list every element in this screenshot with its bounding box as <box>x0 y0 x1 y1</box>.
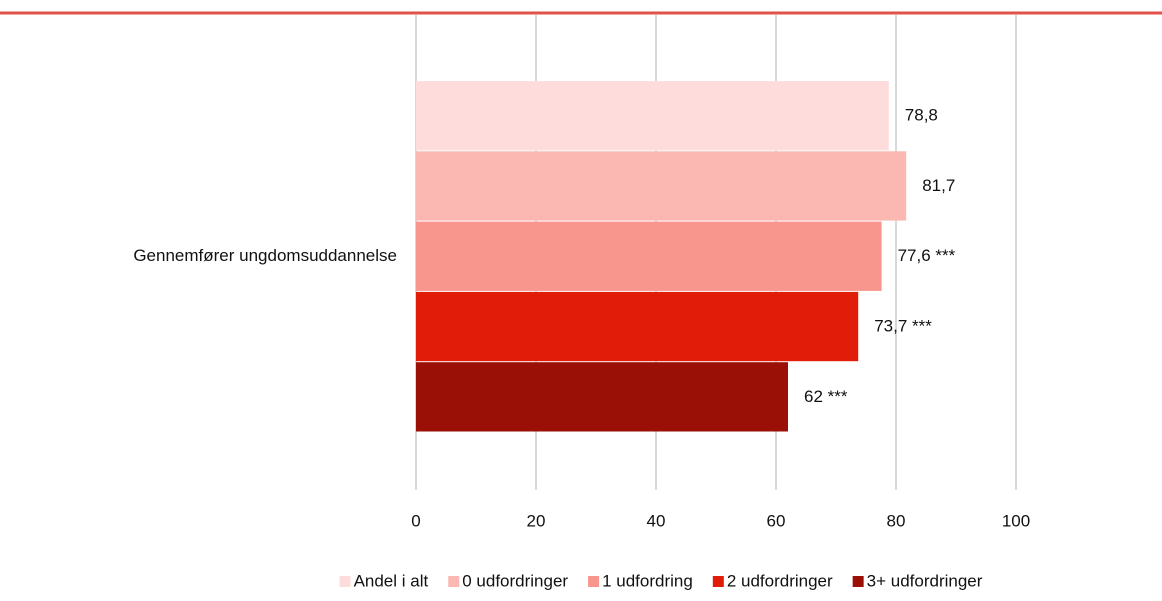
x-tick-label: 80 <box>887 511 906 530</box>
bar <box>416 81 889 151</box>
value-label: 78,8 <box>905 106 938 125</box>
bar <box>416 291 859 362</box>
value-label: 77,6 *** <box>898 246 956 265</box>
legend-swatch <box>852 576 864 587</box>
value-label: 73,7 *** <box>874 317 932 336</box>
legend-label: 1 udfordring <box>602 571 693 590</box>
legend-label: 2 udfordringer <box>727 571 833 590</box>
legend-label: 0 udfordringer <box>462 571 568 590</box>
x-tick-label: 40 <box>647 511 666 530</box>
x-tick-label: 0 <box>411 511 420 530</box>
value-label: 62 *** <box>804 387 848 406</box>
bar <box>416 151 907 221</box>
legend-swatch <box>712 576 724 587</box>
value-label: 81,7 <box>922 176 955 195</box>
legend-swatch <box>339 576 351 587</box>
legend-label: Andel i alt <box>354 571 429 590</box>
category-label: Gennemfører ungdomsuddannelse <box>133 246 397 265</box>
legend-swatch <box>448 576 460 587</box>
x-tick-label: 20 <box>527 511 546 530</box>
legend-label: 3+ udfordringer <box>867 571 983 590</box>
x-tick-label: 60 <box>767 511 786 530</box>
x-tick-label: 100 <box>1002 511 1030 530</box>
bar <box>416 221 882 291</box>
bar <box>416 362 788 432</box>
legend-swatch <box>588 576 600 587</box>
